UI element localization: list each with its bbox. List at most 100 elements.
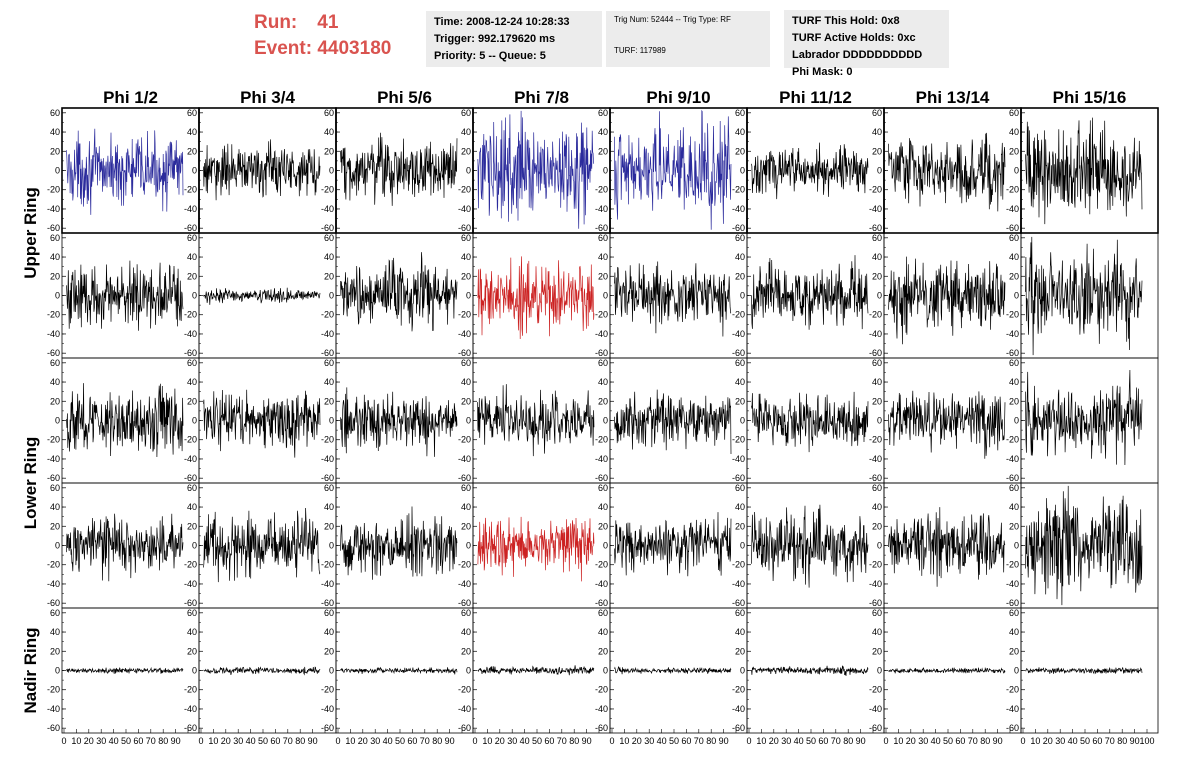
y-tick-label: 40 bbox=[1009, 377, 1019, 387]
y-tick-label: -60 bbox=[869, 348, 882, 358]
y-tick-label: 60 bbox=[461, 608, 471, 618]
y-tick-label: -20 bbox=[321, 560, 334, 570]
y-tick-label: 60 bbox=[324, 233, 334, 243]
y-tick-label: 0 bbox=[329, 666, 334, 676]
x-tick-label: 30 bbox=[781, 736, 791, 746]
time-text: Time: 2008-12-24 10:28:33 bbox=[434, 16, 570, 28]
y-tick-label: -40 bbox=[732, 579, 745, 589]
x-tick-label: 30 bbox=[918, 736, 928, 746]
phi-mask-text: Phi Mask: 0 bbox=[792, 66, 853, 78]
x-tick-label: 10 bbox=[208, 736, 218, 746]
y-tick-label: 60 bbox=[872, 483, 882, 493]
y-tick-label: 60 bbox=[50, 358, 60, 368]
x-tick-label: 0 bbox=[198, 736, 203, 746]
y-tick-label: 20 bbox=[872, 521, 882, 531]
waveform-trace bbox=[614, 665, 732, 675]
y-tick-label: -20 bbox=[458, 435, 471, 445]
y-tick-label: -60 bbox=[732, 223, 745, 233]
y-tick-label: 60 bbox=[872, 108, 882, 118]
x-tick-label: 60 bbox=[544, 736, 554, 746]
y-tick-label: 0 bbox=[466, 166, 471, 176]
x-tick-label: 0 bbox=[1020, 736, 1025, 746]
y-tick-label: 0 bbox=[740, 291, 745, 301]
x-tick-label: 40 bbox=[1068, 736, 1078, 746]
y-tick-label: -60 bbox=[458, 598, 471, 608]
column-title-4: Phi 7/8 bbox=[514, 88, 569, 107]
y-tick-label: 20 bbox=[598, 271, 608, 281]
y-tick-label: -60 bbox=[184, 723, 197, 733]
x-tick-label: 50 bbox=[943, 736, 953, 746]
y-tick-label: 20 bbox=[461, 521, 471, 531]
panel-r1-c3: 60 40 20 0 -20 -40 -60 bbox=[321, 107, 474, 234]
x-tick-label: 0 bbox=[61, 736, 66, 746]
waveform-trace bbox=[614, 512, 732, 577]
y-tick-label: -40 bbox=[1006, 454, 1019, 464]
y-tick-label: 60 bbox=[598, 358, 608, 368]
y-tick-label: 40 bbox=[50, 377, 60, 387]
panel-r1-c4: 60 40 20 0 -20 -40 -60 bbox=[458, 107, 611, 234]
y-tick-label: 60 bbox=[598, 108, 608, 118]
y-tick-label: 40 bbox=[324, 127, 334, 137]
panel-r3-c3: 60 40 20 0 -20 -40 -60 bbox=[321, 357, 474, 484]
panel-r1-c1: 60 40 20 0 -20 -40 -60 bbox=[47, 107, 200, 234]
panel-r4-c8: 60 40 20 0 -20 -40 -60 bbox=[1006, 482, 1159, 609]
y-tick-label: 60 bbox=[461, 233, 471, 243]
y-tick-label: 0 bbox=[55, 416, 60, 426]
y-tick-label: -40 bbox=[321, 204, 334, 214]
y-tick-label: 60 bbox=[461, 358, 471, 368]
y-tick-label: -40 bbox=[595, 704, 608, 714]
x-tick-label: 30 bbox=[1055, 736, 1065, 746]
waveform-trace bbox=[203, 666, 321, 676]
waveform-trace bbox=[1025, 485, 1143, 606]
y-tick-label: 20 bbox=[735, 396, 745, 406]
y-tick-label: -20 bbox=[1006, 435, 1019, 445]
x-tick-label: 50 bbox=[395, 736, 405, 746]
y-tick-label: -60 bbox=[595, 723, 608, 733]
y-tick-label: 20 bbox=[735, 271, 745, 281]
y-tick-label: 40 bbox=[598, 252, 608, 262]
y-tick-label: 20 bbox=[50, 271, 60, 281]
y-tick-label: 0 bbox=[740, 541, 745, 551]
y-tick-label: -40 bbox=[184, 454, 197, 464]
waveform-trace bbox=[751, 391, 869, 453]
y-tick-label: 20 bbox=[598, 396, 608, 406]
y-tick-label: 40 bbox=[735, 377, 745, 387]
x-tick-label: 50 bbox=[669, 736, 679, 746]
panel-r2-c1: 60 40 20 0 -20 -40 -60 bbox=[47, 232, 200, 359]
waveform-trace bbox=[477, 110, 595, 229]
y-tick-label: -60 bbox=[458, 348, 471, 358]
x-tick-label: 60 bbox=[270, 736, 280, 746]
y-tick-label: 0 bbox=[603, 541, 608, 551]
y-tick-label: 40 bbox=[187, 377, 197, 387]
y-tick-label: -20 bbox=[184, 310, 197, 320]
y-tick-label: -20 bbox=[458, 685, 471, 695]
waveform-trace bbox=[1025, 117, 1143, 225]
y-tick-label: 20 bbox=[50, 646, 60, 656]
event-line: Event: 4403180 bbox=[254, 36, 391, 62]
panel-r4-c6: 60 40 20 0 -20 -40 -60 bbox=[732, 482, 885, 609]
y-tick-label: 20 bbox=[1009, 396, 1019, 406]
y-tick-label: 20 bbox=[324, 521, 334, 531]
y-tick-label: -60 bbox=[595, 598, 608, 608]
waveform-trace bbox=[888, 132, 1006, 212]
turf-active-holds: TURF Active Holds: 0xc bbox=[792, 32, 916, 44]
y-tick-label: 0 bbox=[740, 416, 745, 426]
y-tick-label: 40 bbox=[324, 502, 334, 512]
priority-text: Priority: 5 -- Queue: 5 bbox=[434, 50, 546, 62]
y-tick-label: 40 bbox=[324, 627, 334, 637]
x-tick-label: 80 bbox=[706, 736, 716, 746]
waveform-trace bbox=[888, 667, 1006, 674]
waveform-trace bbox=[66, 513, 184, 582]
trigger-text: Trigger: 992.179620 ms bbox=[434, 33, 556, 45]
y-tick-label: -40 bbox=[458, 704, 471, 714]
waveform-trace bbox=[888, 390, 1006, 459]
y-tick-label: 40 bbox=[50, 252, 60, 262]
y-tick-label: 0 bbox=[192, 416, 197, 426]
waveform-trace bbox=[66, 383, 184, 458]
y-tick-label: -20 bbox=[1006, 560, 1019, 570]
y-tick-label: 40 bbox=[461, 627, 471, 637]
y-tick-label: 60 bbox=[598, 233, 608, 243]
y-tick-label: 60 bbox=[187, 358, 197, 368]
y-tick-label: 60 bbox=[324, 108, 334, 118]
